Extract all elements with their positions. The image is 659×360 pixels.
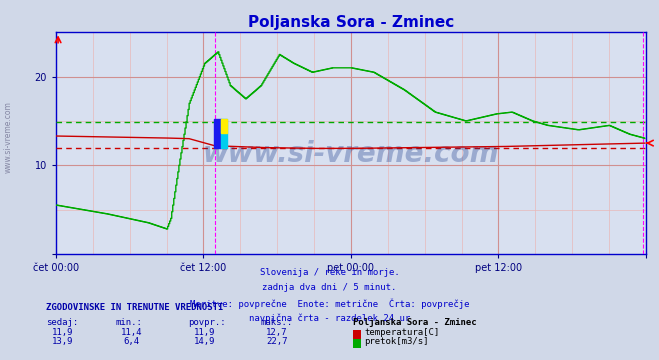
Text: 22,7: 22,7 [266, 337, 287, 346]
Title: Poljanska Sora - Zminec: Poljanska Sora - Zminec [248, 15, 454, 30]
Text: navpična črta - razdelek 24 ur: navpična črta - razdelek 24 ur [249, 314, 410, 323]
Text: www.si-vreme.com: www.si-vreme.com [3, 101, 13, 173]
Text: maks.:: maks.: [260, 318, 293, 327]
Text: 14,9: 14,9 [194, 337, 215, 346]
Text: Poljanska Sora - Zminec: Poljanska Sora - Zminec [353, 318, 476, 327]
Text: pretok[m3/s]: pretok[m3/s] [364, 337, 429, 346]
Text: ZGODOVINSKE IN TRENUTNE VREDNOSTI: ZGODOVINSKE IN TRENUTNE VREDNOSTI [46, 303, 223, 312]
Text: www.si-vreme.com: www.si-vreme.com [203, 140, 499, 168]
Text: 12,7: 12,7 [266, 328, 287, 337]
Text: 6,4: 6,4 [124, 337, 140, 346]
Text: Meritve: povprečne  Enote: metrične  Črta: povprečje: Meritve: povprečne Enote: metrične Črta:… [190, 298, 469, 309]
Text: 11,4: 11,4 [121, 328, 142, 337]
Text: 13,9: 13,9 [52, 337, 73, 346]
Text: sedaj:: sedaj: [46, 318, 78, 327]
Text: Slovenija / reke in morje.: Slovenija / reke in morje. [260, 268, 399, 277]
Text: min.:: min.: [115, 318, 142, 327]
Text: 11,9: 11,9 [52, 328, 73, 337]
Bar [214, 119, 221, 148]
Text: zadnja dva dni / 5 minut.: zadnja dva dni / 5 minut. [262, 283, 397, 292]
Text: temperatura[C]: temperatura[C] [364, 328, 440, 337]
Text: povpr.:: povpr.: [188, 318, 225, 327]
Bar [221, 119, 227, 133]
Bar [221, 119, 227, 148]
Text: 11,9: 11,9 [194, 328, 215, 337]
